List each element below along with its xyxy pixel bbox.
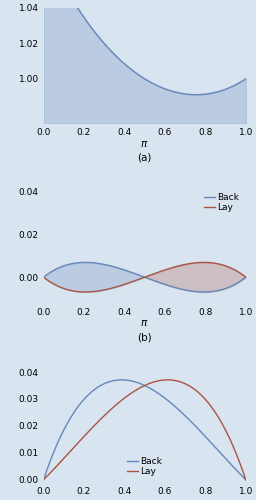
Back [63,426,66,432]
Lay [131,278,134,284]
Lay [84,289,87,295]
Back [200,430,203,436]
Line: Back: Back [44,262,246,292]
Line: Back: Back [44,380,246,480]
Text: (b): (b) [137,332,152,342]
Lay [42,274,45,280]
Back [131,378,134,384]
Lay [204,396,207,402]
Lay [244,476,247,482]
Back [181,410,184,416]
Back [42,476,45,482]
Lay [63,455,66,461]
Back [244,274,247,280]
Back [200,289,203,295]
Lay [166,377,169,383]
Back [42,274,45,280]
Lay [124,281,127,287]
X-axis label: $\pi$: $\pi$ [141,138,149,148]
Line: Lay: Lay [44,262,246,292]
Lay [244,274,247,280]
Lay [200,260,203,266]
Back [124,377,127,383]
Lay [204,260,207,266]
Back [63,262,66,268]
Back [204,289,207,295]
Lay [202,260,206,266]
Lay [181,262,184,268]
Lay [42,477,45,483]
Back [84,260,87,266]
Legend: Back, Lay: Back, Lay [202,192,241,214]
Back [131,270,134,276]
Back [124,268,127,274]
Back [181,286,184,292]
Back [120,377,123,383]
Text: (a): (a) [137,152,152,162]
Back [204,433,207,439]
Back [202,289,206,295]
Lay [124,394,127,400]
Line: Lay: Lay [44,380,246,480]
Legend: Back, Lay: Back, Lay [125,456,164,478]
Lay [63,286,66,292]
Lay [200,392,203,398]
X-axis label: $\pi$: $\pi$ [141,498,149,500]
Lay [181,380,184,386]
X-axis label: $\pi$: $\pi$ [141,318,149,328]
Lay [131,390,134,396]
Back [244,477,247,483]
